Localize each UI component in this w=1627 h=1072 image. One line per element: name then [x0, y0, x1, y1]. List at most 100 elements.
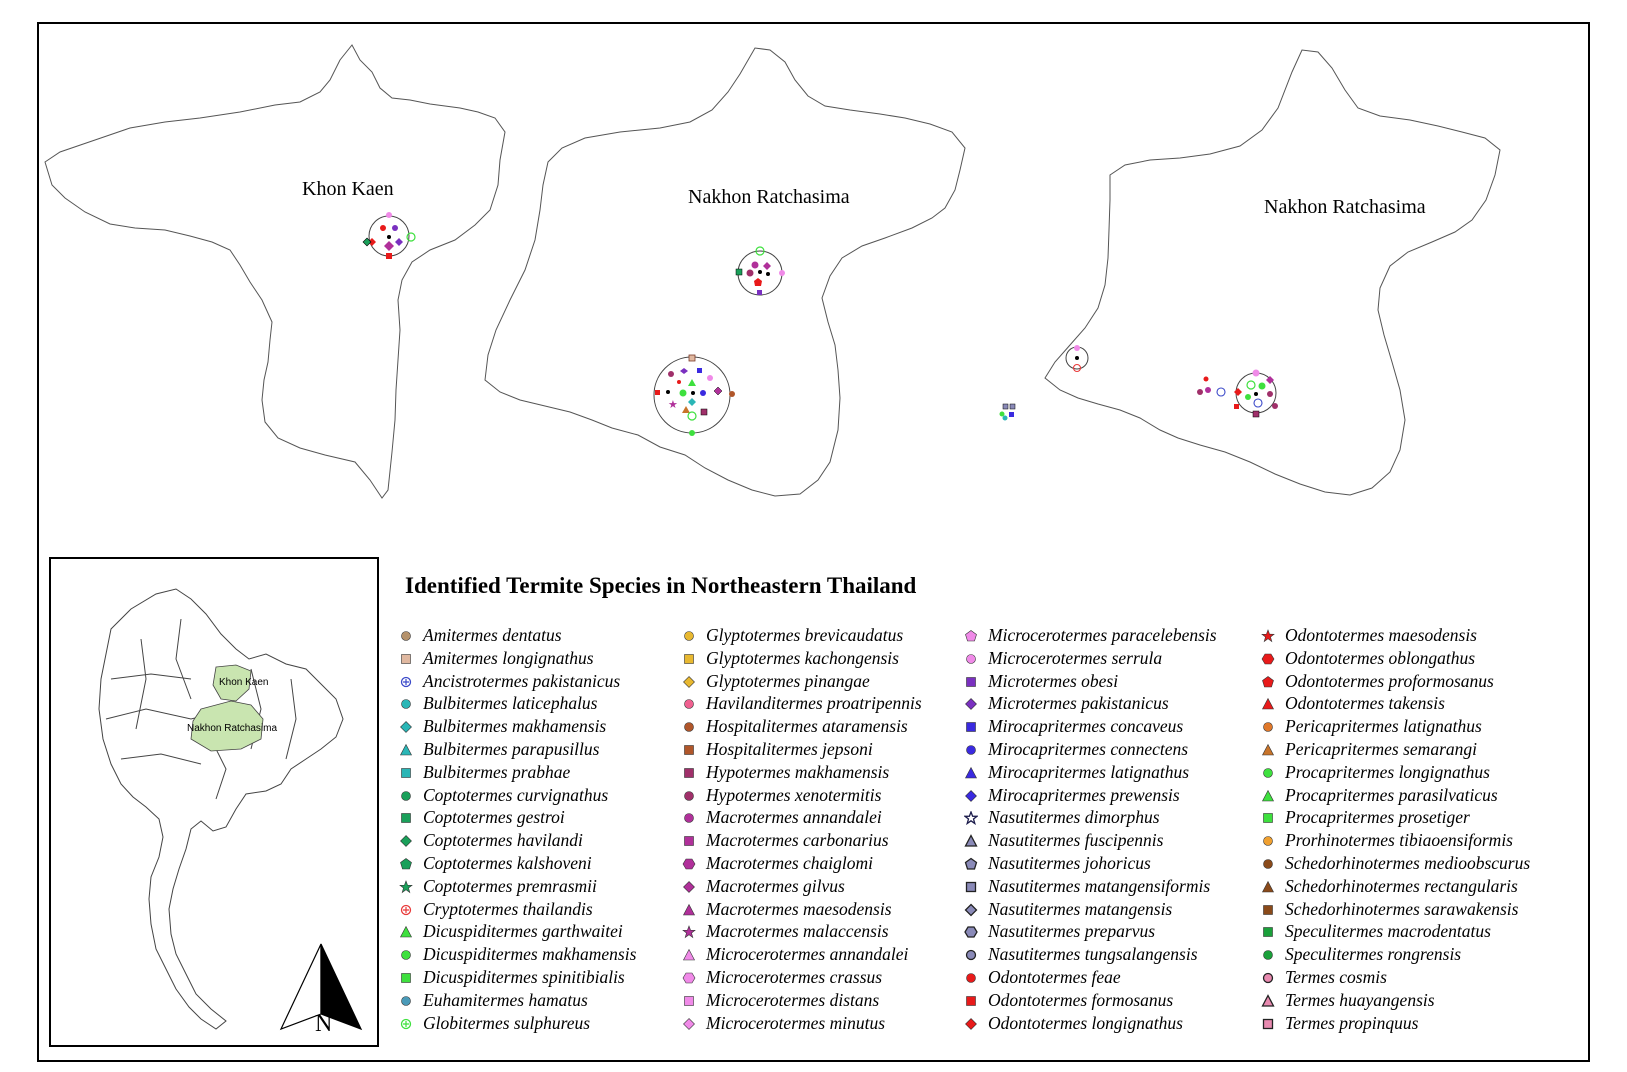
legend-species-name: Odontotermes formosanus: [988, 989, 1174, 1010]
legend-marker-icon: [964, 811, 978, 826]
legend-marker-icon: [684, 745, 694, 755]
legend-species-name: Macrotermes chaiglomi: [706, 852, 874, 873]
legend-marker-icon: [1262, 789, 1274, 801]
legend-species-name: Odontotermes proformosanus: [1285, 670, 1494, 691]
legend-marker-icon: [965, 630, 977, 642]
legend-marker-icon: [1263, 859, 1273, 869]
legend-species-name: Odontotermes longignathus: [988, 1012, 1183, 1033]
legend-species-name: Speculitermes rongrensis: [1285, 944, 1462, 965]
legend-marker-icon: [965, 1017, 977, 1030]
legend-marker-icon: [1263, 722, 1273, 732]
legend-species-name: Microcerotermes serrula: [988, 647, 1163, 668]
legend-marker-icon: [964, 834, 978, 847]
legend-species-name: Termes propinquus: [1285, 1012, 1419, 1033]
legend-species-name: Hospitalitermes ataramensis: [706, 716, 908, 737]
legend-marker-icon: [401, 813, 411, 824]
legend-marker-icon: [965, 766, 977, 779]
svg-text:★: ★: [668, 399, 678, 411]
legend-species-name: Termes cosmis: [1285, 966, 1387, 987]
legend-marker-icon: [1262, 972, 1274, 984]
legend-marker-icon: [684, 767, 694, 778]
legend-marker-icon: [1263, 767, 1273, 778]
legend-marker-icon: [401, 631, 411, 641]
legend-species-name: Bulbitermes laticephalus: [423, 693, 598, 714]
legend-species-name: Havilanditermes proatripennis: [706, 693, 922, 714]
legend-marker-icon: [1262, 675, 1274, 687]
legend-species-name: Nasutitermes tungsalangensis: [988, 944, 1198, 965]
legend-species-name: Odontotermes takensis: [1285, 693, 1445, 714]
inset-nakhon-ratchasima-label: Nakhon Ratchasima: [187, 723, 277, 734]
legend-species-name: Mirocapritermes prewensis: [988, 784, 1180, 805]
legend-marker-icon: [1262, 698, 1274, 710]
legend-marker-icon: [401, 973, 411, 983]
legend-species-name: Mirocapritermes connectens: [988, 738, 1189, 759]
north-arrow-icon: N: [279, 943, 363, 1037]
legend-species-name: Cryptotermes thailandis: [423, 898, 593, 919]
legend-marker-icon: [684, 790, 694, 801]
legend-marker-icon: [684, 631, 694, 641]
legend-species-name: Bulbitermes prabhae: [423, 761, 571, 782]
site-cluster-nr2-west: [1065, 345, 1089, 373]
legend-species-name: Coptotermes premrasmii: [423, 875, 597, 896]
legend-marker-icon: [401, 950, 411, 960]
legend-marker-icon: [401, 653, 411, 664]
legend-marker-icon: [1263, 927, 1273, 938]
site-cluster-nr1-south: ★: [653, 354, 735, 436]
legend-marker-icon: [682, 858, 696, 870]
site-cluster-khon-kaen: [362, 212, 416, 259]
site-cluster-nr2-east: [1197, 369, 1278, 418]
legend-marker-icon: [1263, 904, 1273, 915]
legend-marker-icon: [965, 950, 977, 961]
legend-marker-icon: [966, 676, 976, 687]
legend-species-name: Globitermes sulphureus: [423, 1012, 591, 1033]
legend-species-name: Speculitermes macrodentatus: [1285, 921, 1491, 942]
thailand-inset: Khon Kaen Nakhon Ratchasima N: [98, 588, 363, 1037]
legend-marker-icon: [966, 653, 976, 664]
legend-species-name: Procapritermes prosetiger: [1285, 807, 1470, 828]
legend-marker-icon: [400, 676, 412, 687]
legend-species-name: Microcerotermes minutus: [706, 1012, 886, 1033]
legend-species-name: Termes huayangensis: [1285, 989, 1435, 1010]
legend-species-name: Schedorhinotermes rectangularis: [1285, 875, 1518, 896]
legend-marker-icon: [684, 836, 694, 846]
legend-species-name: Schedorhinotermes medioobscurus: [1285, 852, 1531, 873]
khon-kaen-highlight: [212, 664, 252, 702]
legend-species-name: Macrotermes carbonarius: [706, 830, 889, 851]
legend-species-name: Mirocapritermes latignathus: [988, 761, 1190, 782]
legend-marker-icon: [964, 926, 978, 939]
legend-marker-icon: [400, 904, 412, 915]
legend-species-name: Euhamitermes hamatus: [423, 989, 588, 1010]
legend-marker-icon: [684, 722, 694, 732]
legend-species-name: Procapritermes longignathus: [1285, 761, 1490, 782]
legend-species-name: Hypotermes makhamensis: [706, 761, 890, 782]
legend-species-name: Microcerotermes crassus: [706, 966, 883, 987]
legend-marker-icon: [1263, 836, 1273, 846]
legend-species-name: Coptotermes kalshoveni: [423, 852, 592, 873]
legend-marker-icon: [684, 813, 694, 824]
legend-marker-icon: [966, 745, 976, 755]
legend-marker-icon: [965, 789, 977, 802]
legend-marker-icon: [1261, 653, 1275, 665]
legend-marker-icon: [401, 767, 411, 778]
legend-species-name: Schedorhinotermes sarawakensis: [1285, 898, 1519, 919]
legend-species-name: Bulbitermes parapusillus: [423, 738, 600, 759]
thailand-outline: [98, 588, 344, 1030]
nakhon-ratchasima-map-label-2: Nakhon Ratchasima: [1264, 196, 1426, 218]
legend-species-name: Coptotermes havilandi: [423, 830, 583, 851]
legend-species-name: Microcerotermes annandalei: [706, 944, 909, 965]
legend-marker-icon: [400, 721, 412, 734]
legend-species-name: Macrotermes malaccensis: [706, 921, 889, 942]
legend-title: Identified Termite Species in Northeaste…: [405, 573, 917, 598]
legend-species-name: Odontotermes maesodensis: [1285, 625, 1477, 645]
legend-marker-icon: [684, 699, 694, 710]
legend-species-name: Bulbitermes makhamensis: [423, 716, 607, 737]
nakhon-ratchasima-highlight: [190, 700, 264, 752]
legend-marker-icon: [965, 698, 977, 711]
legend-species-name: Hospitalitermes jepsoni: [706, 738, 873, 759]
legend-marker-icon: [401, 790, 411, 801]
legend-species-name: Glyptotermes kachongensis: [706, 647, 899, 668]
legend-marker-icon: [964, 857, 978, 870]
legend-marker-icon: [1261, 993, 1275, 1007]
legend-species-name: Microcerotermes distans: [706, 989, 880, 1010]
nakhon-ratchasima-outline-2: [1044, 49, 1501, 496]
